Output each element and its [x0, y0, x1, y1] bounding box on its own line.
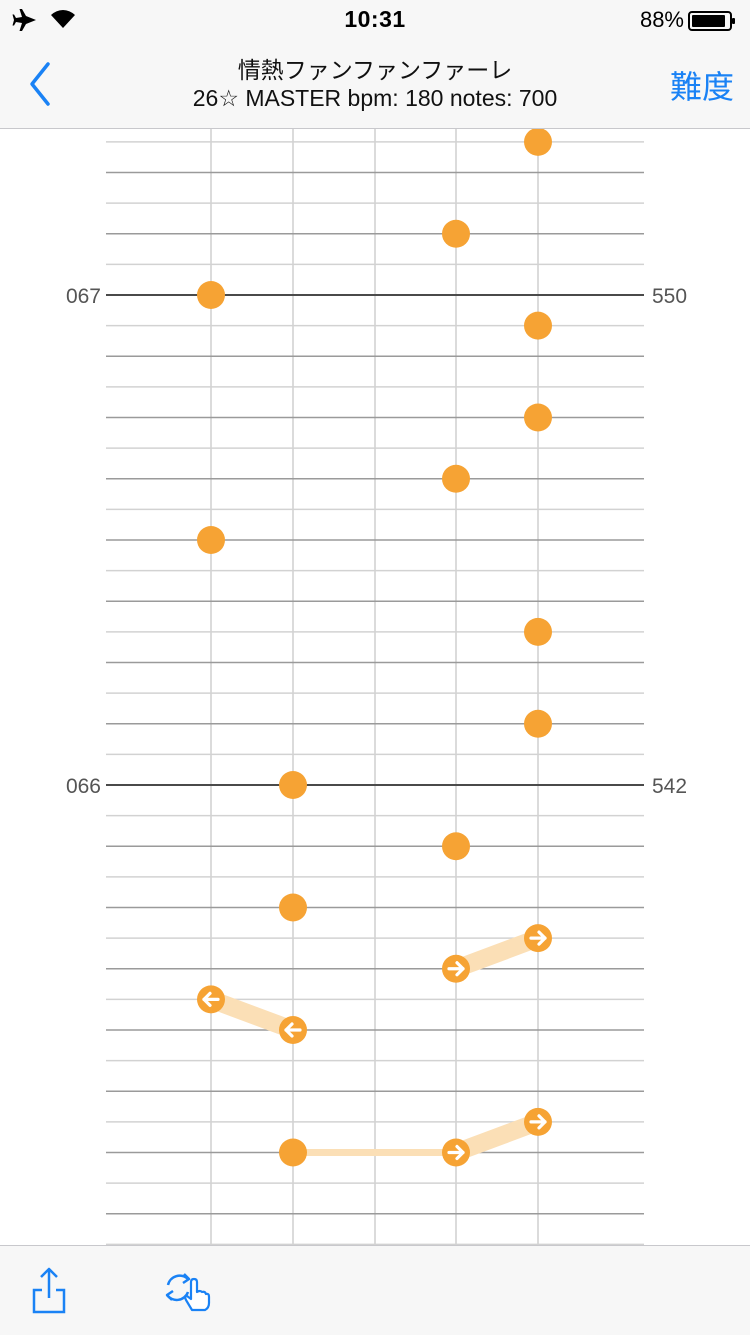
measure-number-left: 067	[66, 285, 101, 308]
battery-percent: 88%	[639, 7, 684, 32]
bottom-toolbar	[0, 1245, 750, 1335]
note-circle	[442, 219, 470, 248]
note-circle	[197, 526, 225, 554]
tap-note	[442, 219, 470, 248]
arrow-head	[455, 1144, 465, 1161]
note-circle	[524, 311, 552, 340]
tap-note	[524, 617, 552, 646]
chart-grid	[106, 129, 644, 1245]
note-circle	[197, 281, 225, 309]
measure-labels: 067 550 066 542	[66, 285, 687, 798]
hold-connectors	[202, 929, 547, 1162]
chevron-left-icon[interactable]	[22, 60, 62, 108]
status-time: 10:31	[344, 6, 406, 32]
note-circle	[442, 832, 470, 861]
note-circle	[279, 771, 307, 799]
note-circle	[524, 709, 552, 738]
tap-note	[442, 464, 470, 493]
measure-number-left: 066	[66, 775, 101, 798]
navigation-bar: 情熱ファンファンファーレ 26☆ MASTER bpm: 180 notes: …	[0, 40, 750, 129]
arrow-head	[202, 991, 212, 1007]
battery-icon	[688, 11, 735, 31]
tap-note	[524, 709, 552, 738]
wifi-icon	[51, 10, 75, 28]
measure-number-right: 542	[652, 775, 687, 798]
arrow-head	[455, 961, 465, 977]
difficulty-button[interactable]: 難度	[669, 69, 734, 105]
notes	[197, 129, 552, 1167]
note-chart[interactable]: 067 550 066 542	[0, 129, 750, 1245]
airplane-icon	[12, 9, 36, 31]
hold-connector	[447, 1112, 547, 1162]
note-chart-svg: 067 550 066 542	[66, 129, 687, 1245]
tap-note	[524, 311, 552, 340]
tap-note	[442, 832, 470, 861]
tap-note	[279, 1138, 307, 1167]
tap-note	[279, 771, 307, 799]
tap-note	[197, 281, 225, 309]
flick-left-note	[197, 985, 225, 1014]
flick-right-note	[524, 1107, 552, 1136]
tap-note	[279, 893, 307, 922]
flick-left-note	[279, 1016, 307, 1044]
flick-right-note	[442, 954, 470, 983]
arrow-head	[537, 1114, 547, 1130]
song-info: 26☆ MASTER bpm: 180 notes: 700	[192, 85, 558, 111]
tap-note	[524, 403, 552, 432]
flick-right-note	[442, 1138, 470, 1167]
note-circle	[279, 1138, 307, 1167]
hold-connector	[202, 990, 302, 1039]
flick-right-note	[524, 924, 552, 953]
note-circle	[524, 403, 552, 432]
song-title: 情熱ファンファンファーレ	[237, 57, 513, 83]
arrow-head	[537, 930, 547, 946]
share-icon[interactable]	[30, 1266, 68, 1314]
note-circle	[279, 893, 307, 922]
tap-note	[524, 129, 552, 156]
note-circle	[524, 129, 552, 156]
hold-connector	[447, 929, 547, 978]
note-circle	[442, 464, 470, 493]
arrow-head	[284, 1022, 294, 1038]
status-bar: 10:31 88%	[0, 0, 750, 40]
measure-number-right: 550	[652, 285, 687, 308]
tap-note	[197, 526, 225, 554]
note-circle	[524, 617, 552, 646]
replay-touch-icon[interactable]	[162, 1270, 212, 1312]
